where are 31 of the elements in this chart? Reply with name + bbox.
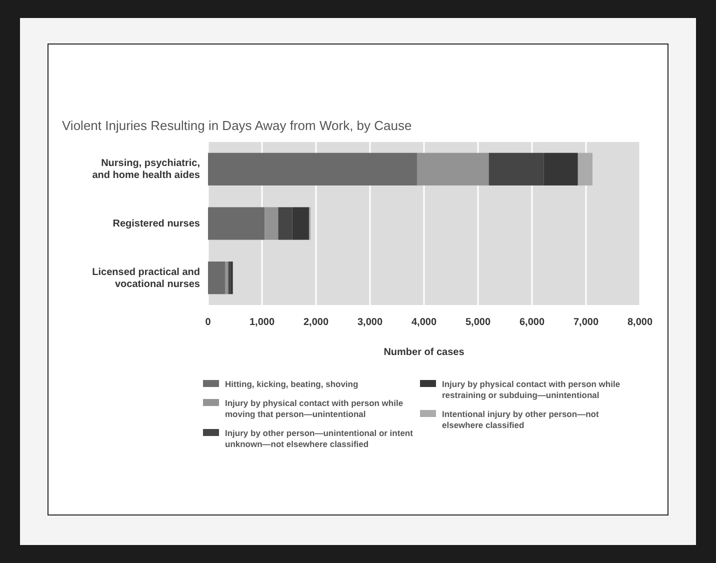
bar [278,207,292,240]
bar [208,152,417,186]
x-axis-title: Number of cases [384,347,465,358]
x-tick-label: 2,000 [303,317,329,328]
bar [578,152,592,186]
y-tick-label: Nursing, psychiatric, and home health aides [92,158,200,182]
legend-label: Intentional injury by other person—not elsewhere classified [442,409,599,430]
bar [544,152,578,186]
legend-label: Hitting, kicking, beating, shoving [225,379,358,389]
x-tick-label: 7,000 [573,317,599,328]
bar [208,207,265,240]
bar [208,262,226,294]
bar [225,262,228,294]
bar [264,207,278,240]
y-tick-label: Registered nurses [112,218,200,230]
bar [416,152,489,186]
x-tick-label: 6,000 [519,317,545,328]
x-tick-label: 3,000 [357,317,383,328]
x-tick-label: 8,000 [627,317,653,328]
x-tick-label: 1,000 [249,317,275,328]
x-tick-label: 0 [205,317,212,328]
bar [228,262,231,294]
bar [488,152,544,186]
legend-label: Injury by other person—unintentional or intent unknown—not elsewhere classified [225,428,414,449]
legend-label: Injury by physical contact with person while moving that person—unintentional [225,398,404,419]
legend-label: Injury by physical contact with person while restraining or subduing—unintentional [442,379,620,400]
y-tick-label: Licensed practical and vocational nurses [92,266,200,290]
bar [292,207,309,240]
x-tick-label: 4,000 [411,317,437,328]
chart-title: Violent Injuries Resulting in Days Away from Work, by Cause [62,118,412,133]
x-tick-label: 5,000 [465,317,491,328]
